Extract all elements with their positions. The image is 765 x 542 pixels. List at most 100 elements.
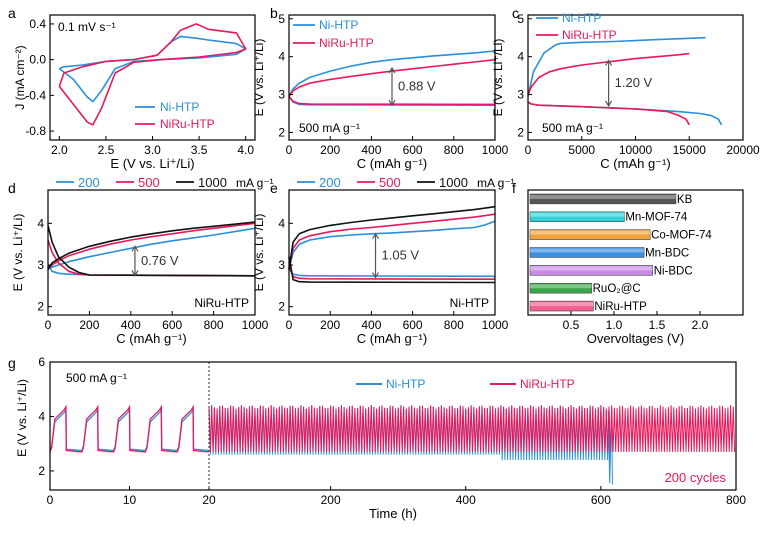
- rate-label: 500 mA g⁻¹: [542, 121, 603, 135]
- bar-mn-mof-74: [529, 211, 625, 223]
- bar-highlight: [530, 266, 653, 271]
- y-tick-label: 2: [38, 464, 45, 478]
- x-tick-label: 200: [320, 318, 340, 332]
- y-axis-label: E (V vs. Li⁺/Li): [15, 379, 29, 457]
- cycle-trace-early-niru: [49, 404, 210, 453]
- x-tick-label: 3.0: [144, 143, 161, 157]
- series-line-500: [288, 213, 496, 270]
- panel-b: 0 200 400 600 800 1000 2 3 4 5b C (mAh g⁻¹) E (V vs…: [252, 5, 509, 171]
- x-tick-label: 600: [403, 143, 423, 157]
- x-tick-label: 1.5: [649, 318, 666, 332]
- x-tick-label: 800: [444, 143, 464, 157]
- x-tick-label: 2.0: [692, 318, 709, 332]
- series-line-200: [47, 227, 256, 270]
- voltage-gap-label: 1.20 V: [615, 75, 653, 90]
- bar-highlight: [530, 284, 592, 289]
- legend-unit: mA g⁻¹: [477, 176, 515, 190]
- x-tick-label: 600: [591, 493, 611, 507]
- bar-kb: [529, 193, 677, 205]
- x-tick-label: 15000: [673, 143, 707, 157]
- x-tick-label: 800: [726, 493, 746, 507]
- rate-label: 500 mA g⁻¹: [299, 121, 360, 135]
- plot-frame-4: [288, 189, 496, 316]
- material-label: NiRu-HTP: [194, 296, 249, 310]
- x-axis-label: C (mAh g⁻¹): [600, 156, 670, 171]
- x-axis-label: E (V vs. Li⁺/Li): [110, 156, 194, 171]
- series-line-500: [47, 222, 256, 270]
- legend-label-niru: NiRu-HTP: [520, 377, 575, 391]
- legend-label-1000: 1000: [198, 175, 227, 190]
- y-tick-label: -0.8: [25, 124, 46, 138]
- legend-label-niru: NiRu-HTP: [319, 36, 374, 50]
- y-axis-label: E (V vs. Li⁺/Li): [252, 214, 266, 292]
- series-line-500-discharge: [288, 264, 496, 281]
- plot-frame-5: [527, 189, 744, 316]
- x-axis-label: C (mAh g⁻¹): [357, 331, 427, 346]
- legend-label-1000: 1000: [439, 175, 468, 190]
- plot-frame-1: [288, 14, 496, 141]
- x-tick-label: 3.5: [191, 143, 208, 157]
- material-label: Ni-HTP: [450, 296, 489, 310]
- y-tick-label: -0.4: [25, 88, 46, 102]
- y-axis-label: E (V vs. Li⁺/Li): [252, 39, 266, 117]
- x-tick-label: 1000: [482, 318, 509, 332]
- panel-label: a: [8, 5, 16, 21]
- arrow-up-icon: [372, 232, 380, 240]
- panel-label: e: [270, 180, 278, 196]
- panel-label: d: [8, 180, 16, 196]
- x-tick-label: 600: [403, 318, 423, 332]
- x-axis-label: Overvoltages (V): [587, 331, 685, 346]
- legend-label-niru: NiRu-HTP: [160, 117, 215, 131]
- x-axis-label: C (mAh g⁻¹): [357, 156, 427, 171]
- x-tick-label: 0: [45, 318, 52, 332]
- arrow-down-icon: [605, 100, 613, 108]
- plot-frame-6: [49, 361, 737, 491]
- series-line-ni-htp: [527, 36, 706, 97]
- bar-ni-bdc: [529, 265, 653, 276]
- x-tick-label: 2.0: [51, 143, 68, 157]
- series-line-1000: [288, 205, 496, 270]
- cycle-trace-niru-htp: [208, 405, 736, 452]
- series-line-niru-htp-discharge: [288, 95, 496, 106]
- x-tick-label: 200: [79, 318, 99, 332]
- panel-label: b: [270, 5, 278, 21]
- y-tick-label: 3: [278, 88, 285, 102]
- y-tick-label: 5: [517, 12, 524, 26]
- x-tick-label: 1000: [482, 143, 509, 157]
- y-tick-label: 4: [38, 409, 45, 423]
- y-tick-label: 4: [517, 50, 524, 64]
- x-tick-label: 600: [162, 318, 182, 332]
- rate-label: 500 mA g⁻¹: [66, 371, 127, 385]
- voltage-gap-label: 1.05 V: [382, 248, 420, 263]
- y-tick-label: 3: [37, 258, 44, 272]
- y-tick-label: 3: [278, 258, 285, 272]
- y-axis-label: E (V vs. Li⁺/Li): [11, 214, 25, 292]
- cycle-count-label: 200 cycles: [665, 470, 727, 485]
- arrow-up-icon: [605, 59, 613, 66]
- panel-a: 2.0 2.5 3.0 3.5 4.0 0.4 0.0 -0.4 -0.8 a E (V vs. L…: [8, 5, 256, 171]
- series-line-niru-htp: [58, 23, 247, 126]
- x-tick-label: 400: [121, 318, 141, 332]
- bar-highlight: [530, 302, 594, 307]
- x-tick-label: 400: [361, 143, 381, 157]
- x-tick-label: 20: [202, 493, 216, 507]
- bar-label: Co-MOF-74: [651, 230, 712, 242]
- x-tick-label: 200: [321, 493, 341, 507]
- legend-unit: mA g⁻¹: [236, 176, 274, 190]
- y-tick-label: 0.4: [29, 17, 46, 31]
- y-tick-label: 4: [37, 216, 44, 230]
- x-tick-label: 0: [525, 143, 532, 157]
- x-tick-label: 200: [320, 143, 340, 157]
- x-tick-label: 800: [204, 318, 224, 332]
- y-tick-label: 3: [517, 88, 524, 102]
- arrow-down-icon: [372, 272, 380, 279]
- y-tick-label: 2: [278, 125, 285, 139]
- voltage-gap-label: 0.76 V: [141, 253, 179, 268]
- legend-label-500: 500: [379, 175, 401, 190]
- series-line-ni-htp: [58, 35, 247, 103]
- series-line-niru-htp: [527, 52, 690, 95]
- x-tick-label: 0: [47, 493, 54, 507]
- legend-label-200: 200: [319, 175, 341, 190]
- x-tick-label: 400: [456, 493, 476, 507]
- bar-niru-htp: [529, 300, 594, 312]
